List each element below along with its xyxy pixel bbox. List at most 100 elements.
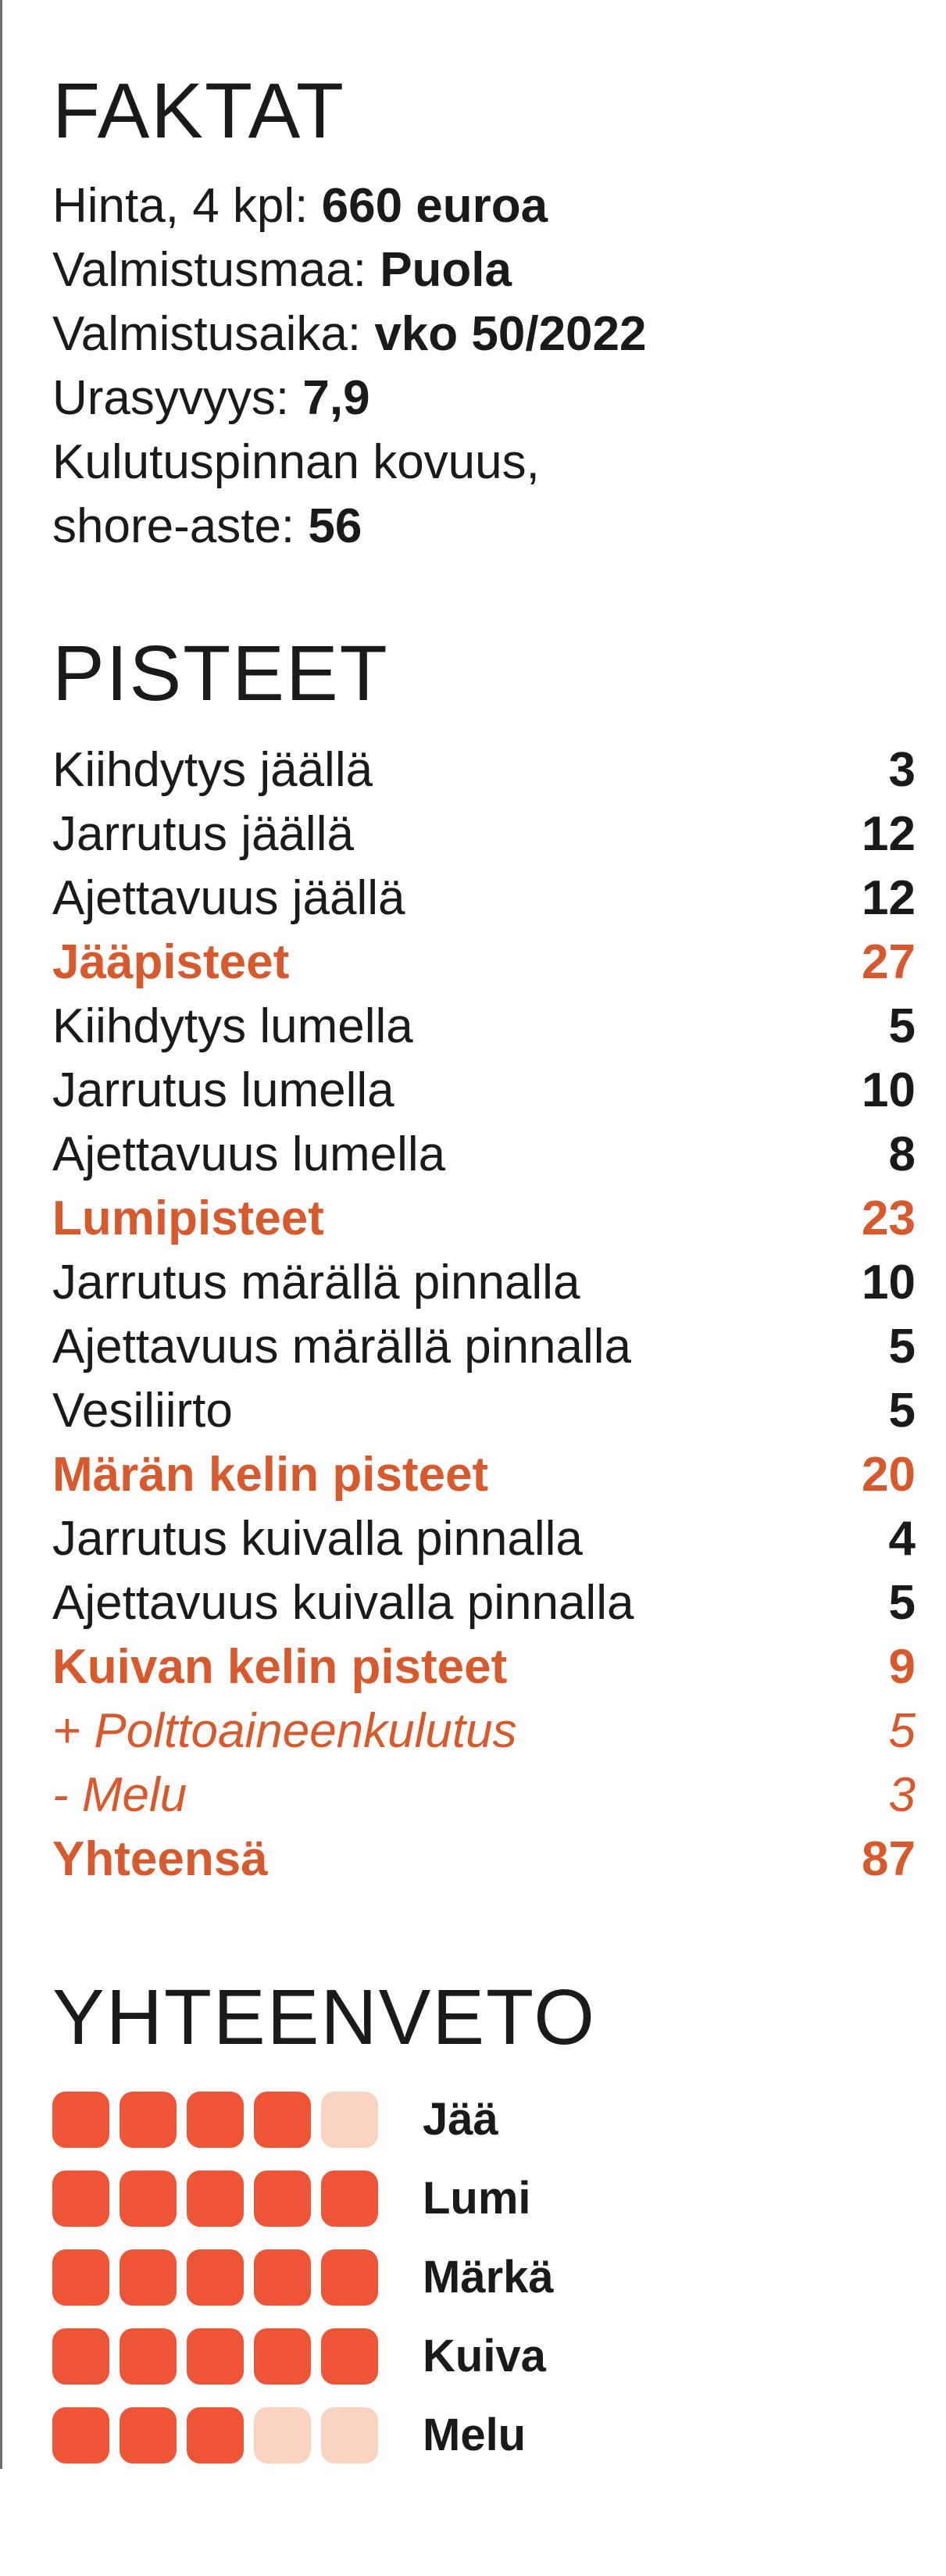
rating-box-filled <box>254 2328 311 2385</box>
score-subtotal-row: Kuivan kelin pisteet 9 <box>52 1635 916 1699</box>
score-row: Ajettavuus lumella 8 <box>52 1123 916 1187</box>
fact-tread-depth-label: Urasyvyys: <box>52 371 303 425</box>
pisteet-heading: PISTEET <box>52 630 389 717</box>
score-value: 5 <box>888 1384 916 1438</box>
summary-row: Lumi <box>52 2170 599 2227</box>
score-subtotal-row: Jääpisteet 27 <box>52 931 916 995</box>
score-value: 5 <box>888 1576 916 1630</box>
rating-boxes <box>52 2407 380 2463</box>
score-value: 10 <box>862 1256 916 1309</box>
score-label: Vesiliirto <box>52 1384 233 1438</box>
rating-box-filled <box>52 2407 109 2463</box>
score-subtotal-row: Yhteensä 87 <box>52 1827 916 1892</box>
fact-country-label: Valmistusmaa: <box>52 243 380 297</box>
score-label: - Melu <box>52 1768 187 1822</box>
score-label: Jääpisteet <box>52 935 290 989</box>
score-value: 20 <box>862 1448 916 1502</box>
score-row: Vesiliirto 5 <box>52 1379 916 1443</box>
score-row: Ajettavuus märällä pinnalla 5 <box>52 1315 916 1379</box>
score-label: Ajettavuus märällä pinnalla <box>52 1320 631 1374</box>
rating-box-filled <box>254 2249 311 2306</box>
rating-box-empty <box>321 2407 378 2463</box>
score-subtotal-row: Märän kelin pisteet 20 <box>52 1443 916 1507</box>
summary-label: Jää <box>423 2094 498 2145</box>
faktat-heading: FAKTAT <box>52 67 345 155</box>
summary-row: Kuiva <box>52 2328 599 2385</box>
score-label: Ajettavuus kuivalla pinnalla <box>52 1576 634 1630</box>
rating-box-filled <box>187 2092 244 2148</box>
score-row: Kiihdytys jäällä 3 <box>52 738 916 802</box>
fact-price-label: Hinta, 4 kpl: <box>52 179 322 233</box>
score-value: 23 <box>862 1192 916 1245</box>
score-row: Ajettavuus kuivalla pinnalla 5 <box>52 1571 916 1635</box>
score-subtotal-row: Lumipisteet 23 <box>52 1187 916 1251</box>
score-value: 8 <box>888 1127 916 1181</box>
score-label: Yhteensä <box>52 1832 268 1886</box>
score-value: 4 <box>888 1512 916 1566</box>
fact-tread-depth: Urasyvyys: 7,9 <box>52 374 370 423</box>
score-label: Jarrutus märällä pinnalla <box>52 1256 580 1309</box>
rating-boxes <box>52 2328 380 2385</box>
fact-country: Valmistusmaa: Puola <box>52 246 512 295</box>
score-value: 9 <box>888 1640 916 1694</box>
rating-box-empty <box>321 2092 378 2148</box>
score-row: Kiihdytys lumella 5 <box>52 995 916 1059</box>
score-label: Ajettavuus lumella <box>52 1127 446 1181</box>
score-label: Lumipisteet <box>52 1192 324 1245</box>
score-value: 3 <box>888 743 916 797</box>
rating-box-filled <box>321 2170 378 2227</box>
score-label: Jarrutus lumella <box>52 1063 394 1117</box>
rating-box-filled <box>321 2249 378 2306</box>
score-label: Jarrutus kuivalla pinnalla <box>52 1512 583 1566</box>
score-row: Jarrutus lumella 10 <box>52 1059 916 1123</box>
yhteenveto-heading: YHTEENVETO <box>52 1974 597 2061</box>
summary-row: Märkä <box>52 2249 599 2306</box>
summary-label: Kuiva <box>423 2331 546 2381</box>
score-value: 5 <box>888 1320 916 1374</box>
rating-box-filled <box>187 2170 244 2227</box>
rating-box-filled <box>52 2170 109 2227</box>
summary-row: Melu <box>52 2407 599 2463</box>
rating-box-filled <box>321 2328 378 2385</box>
fact-tread-depth-value: 7,9 <box>302 371 370 425</box>
rating-box-filled <box>187 2249 244 2306</box>
score-value: 5 <box>888 1704 916 1758</box>
rating-boxes <box>52 2092 380 2148</box>
score-value: 12 <box>862 807 916 861</box>
summary-label: Melu <box>423 2410 527 2460</box>
score-row: Jarrutus jäällä 12 <box>52 802 916 866</box>
score-adjustment-row: - Melu 3 <box>52 1763 916 1827</box>
rating-box-filled <box>254 2092 311 2148</box>
score-label: Jarrutus jäällä <box>52 807 354 861</box>
score-label: Ajettavuus jäällä <box>52 871 405 925</box>
score-value: 12 <box>862 871 916 925</box>
score-value: 10 <box>862 1063 916 1117</box>
score-row: Jarrutus kuivalla pinnalla 4 <box>52 1507 916 1571</box>
score-row: Jarrutus märällä pinnalla 10 <box>52 1251 916 1315</box>
score-row: Ajettavuus jäällä 12 <box>52 866 916 931</box>
score-value: 87 <box>862 1832 916 1886</box>
rating-box-filled <box>254 2170 311 2227</box>
fact-manufacture-date-label: Valmistusaika: <box>52 307 375 361</box>
score-label: Märän kelin pisteet <box>52 1448 489 1502</box>
rating-box-filled <box>120 2092 177 2148</box>
rating-box-filled <box>120 2407 177 2463</box>
fact-price: Hinta, 4 kpl: 660 euroa <box>52 182 548 230</box>
rating-box-filled <box>120 2328 177 2385</box>
fact-shore-value: 56 <box>308 499 362 553</box>
fact-manufacture-date: Valmistusaika: vko 50/2022 <box>52 310 647 359</box>
fact-hardness-label: Kulutuspinnan kovuus, <box>52 435 540 489</box>
fact-shore: shore-aste: 56 <box>52 502 362 551</box>
score-label: Kiihdytys lumella <box>52 999 413 1053</box>
rating-boxes <box>52 2249 380 2306</box>
fact-price-value: 660 euroa <box>321 179 548 233</box>
score-label: Kiihdytys jäällä <box>52 743 373 797</box>
score-adjustment-row: + Polttoaineenkulutus 5 <box>52 1699 916 1763</box>
rating-box-filled <box>52 2092 109 2148</box>
score-label: + Polttoaineenkulutus <box>52 1704 517 1758</box>
rating-box-filled <box>52 2328 109 2385</box>
rating-box-filled <box>120 2170 177 2227</box>
score-value: 5 <box>888 999 916 1053</box>
rating-box-filled <box>187 2407 244 2463</box>
fact-country-value: Puola <box>380 243 512 297</box>
